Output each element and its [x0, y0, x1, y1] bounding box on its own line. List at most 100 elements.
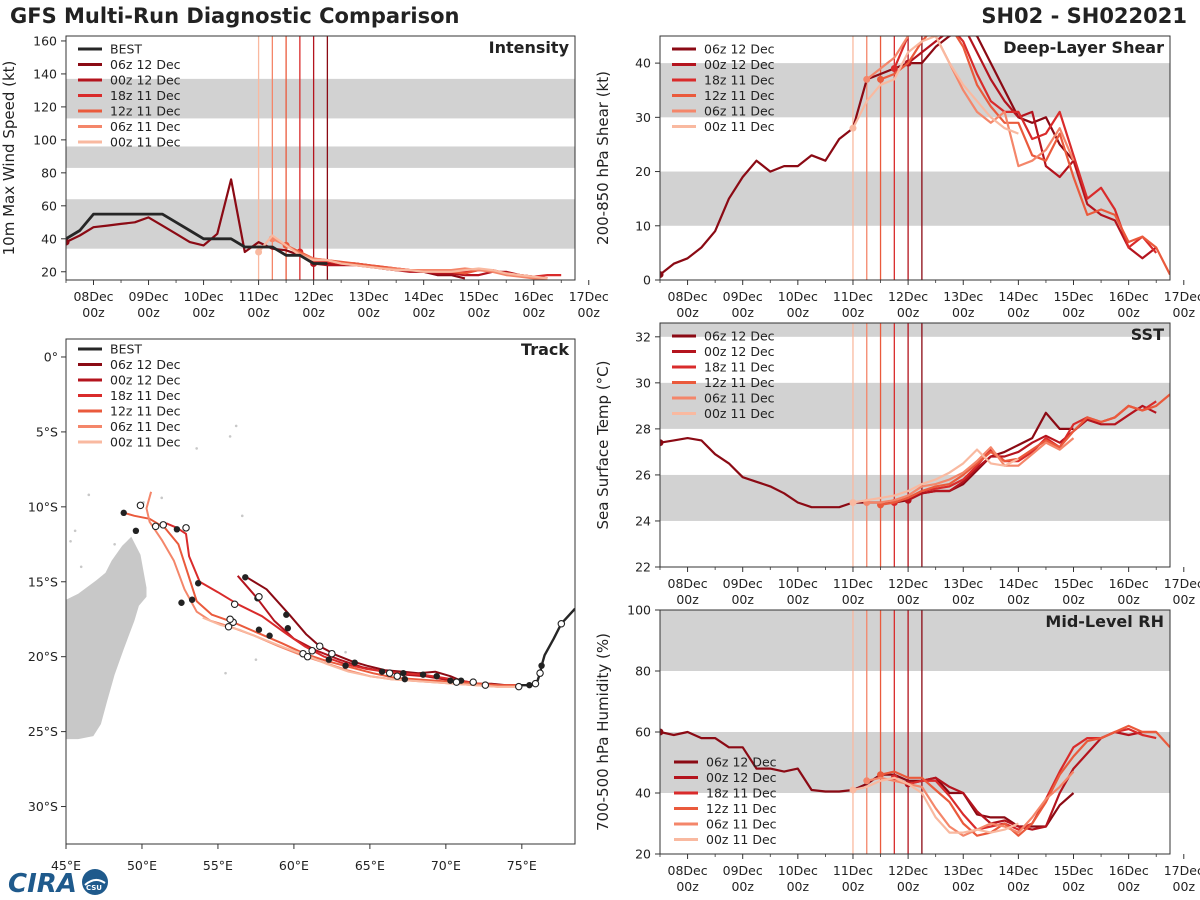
- y-tick-label: 25°S: [28, 724, 58, 739]
- logo-text: CIRA: [8, 869, 77, 898]
- x-tick-label: 17Dec: [569, 289, 609, 304]
- track-marker-filled: [342, 662, 349, 669]
- x-tick-label: 12Dec: [294, 289, 334, 304]
- y-tick-label: 80: [41, 165, 57, 180]
- x-tick-label: 00z: [842, 879, 865, 894]
- x-tick-label: 50°E: [127, 858, 157, 873]
- x-tick-label: 00z: [1117, 592, 1140, 607]
- init-point: [877, 771, 885, 779]
- legend-label: 18z 11 Dec: [110, 388, 181, 403]
- x-tick-label: 00z: [522, 305, 545, 320]
- series-line: [852, 448, 1019, 504]
- track-marker-open: [452, 678, 461, 686]
- track-plot-bg: [66, 339, 575, 844]
- x-tick-label: 00z: [1173, 879, 1196, 894]
- x-tick-label: 00z: [897, 592, 920, 607]
- legend-label: 06z 11 Dec: [110, 119, 181, 134]
- x-tick-label: 00z: [82, 305, 105, 320]
- x-tick-label: 60°E: [279, 858, 309, 873]
- track-marker-filled: [351, 659, 358, 666]
- legend-label: 00z 12 Dec: [110, 373, 181, 388]
- intensity-ylabel: 10m Max Wind Speed (kt): [0, 61, 18, 256]
- x-tick-label: 00z: [731, 305, 754, 320]
- track-marker-filled: [401, 675, 409, 683]
- intensity-frame: [65, 35, 576, 281]
- x-tick-label: 08Dec: [668, 863, 708, 878]
- track-frame: [65, 338, 576, 845]
- y-tick-label: 30°S: [28, 799, 58, 814]
- track-panel: 0° 5°S 10°S 15°S 20°S 25°S 30°S 45°E 50°E 55°E 60°…: [28, 338, 576, 873]
- legend-label: 06z 11 Dec: [704, 391, 775, 406]
- x-tick-label: 00z: [1062, 305, 1085, 320]
- shade-band: [660, 323, 1170, 337]
- init-point: [890, 65, 898, 73]
- island: [69, 539, 72, 543]
- y-tick-label: 0: [643, 273, 651, 288]
- x-tick-label: 12Dec: [888, 863, 928, 878]
- x-tick-label: 16Dec: [1109, 863, 1149, 878]
- series-line: [880, 724, 1170, 837]
- intensity-title: Intensity: [489, 38, 570, 57]
- legend-label: 00z 11 Dec: [704, 406, 775, 421]
- legend-label: 00z 12 Dec: [706, 770, 777, 785]
- series-line: [907, 404, 1157, 502]
- island: [344, 650, 347, 654]
- sst-plot-area: [660, 323, 1170, 567]
- track-marker-open: [393, 672, 401, 680]
- x-tick-label: 14Dec: [404, 289, 444, 304]
- x-tick-label: 09Dec: [723, 289, 763, 304]
- legend-label: BEST: [110, 42, 142, 57]
- y-tick-label: 160: [33, 33, 57, 48]
- y-tick-label: 140: [33, 66, 57, 81]
- series-line: [866, 770, 1075, 837]
- sst-frame: [659, 322, 1171, 568]
- legend-label: 18z 11 Dec: [704, 360, 775, 375]
- shear-panel: 01020304008Dec00z09Dec00z10Dec00z11Dec00…: [594, 35, 1200, 320]
- y-tick-label: 60: [635, 725, 651, 740]
- x-tick-label: 09Dec: [723, 576, 763, 591]
- y-tick-label: 28: [635, 421, 651, 436]
- x-tick-label: 11Dec: [239, 289, 279, 304]
- y-tick-label: 40: [635, 786, 651, 801]
- page-title: GFS Multi-Run Diagnostic Comparison: [10, 4, 460, 28]
- y-tick-label: 0°: [44, 349, 58, 364]
- x-tick-label: 00z: [842, 305, 865, 320]
- y-tick-label: 20: [41, 264, 57, 279]
- island: [234, 424, 238, 428]
- track-marker-filled: [188, 596, 196, 603]
- x-tick-label: 45°E: [51, 858, 81, 873]
- track-marker-open: [481, 681, 490, 689]
- track-plot-area: [66, 424, 575, 740]
- x-tick-label: 00z: [787, 879, 810, 894]
- legend-label: 12z 11 Dec: [706, 801, 777, 816]
- island: [113, 542, 116, 546]
- x-tick-label: 10Dec: [778, 576, 818, 591]
- y-tick-label: 30: [635, 110, 651, 125]
- series-line: [866, 437, 1075, 504]
- y-tick-label: 100: [33, 132, 57, 147]
- legend-label: 12z 11 Dec: [704, 375, 775, 390]
- track-marker-filled: [255, 626, 263, 633]
- x-tick-label: 00z: [247, 305, 270, 320]
- track-marker-open: [151, 522, 160, 531]
- legend-label: 06z 11 Dec: [110, 419, 181, 434]
- init-point: [849, 499, 857, 507]
- init-point: [849, 786, 857, 794]
- x-tick-label: 11Dec: [833, 576, 873, 591]
- x-tick-label: 00z: [192, 305, 215, 320]
- track-marker-filled: [266, 632, 273, 639]
- x-tick-label: 15Dec: [1053, 576, 1093, 591]
- sst-panel: 22242628303208Dec00z09Dec00z10Dec00z11De…: [594, 322, 1200, 607]
- track-marker-open: [226, 615, 234, 623]
- x-tick-label: 08Dec: [668, 289, 708, 304]
- x-tick-label: 00z: [897, 879, 920, 894]
- x-tick-label: 16Dec: [514, 289, 554, 304]
- legend-label: 06z 11 Dec: [706, 817, 777, 832]
- x-tick-label: 00z: [1173, 592, 1196, 607]
- y-tick-label: 30: [635, 375, 651, 390]
- x-tick-label: 08Dec: [668, 576, 708, 591]
- y-tick-label: 100: [627, 603, 651, 618]
- x-tick-label: 14Dec: [998, 289, 1038, 304]
- legend-label: 18z 11 Dec: [706, 786, 777, 801]
- track-marker-open: [531, 679, 540, 688]
